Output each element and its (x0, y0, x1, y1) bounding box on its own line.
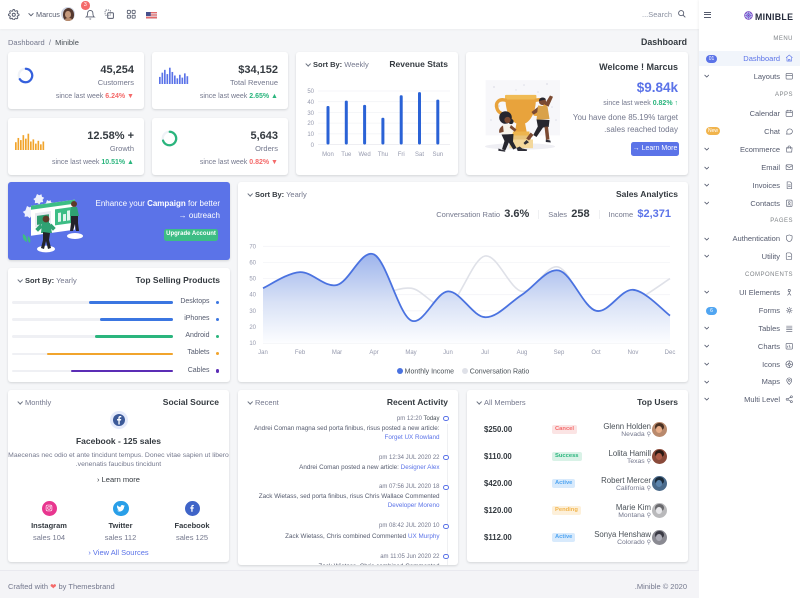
svg-text:50: 50 (307, 89, 314, 95)
svg-text:Jun: Jun (443, 350, 453, 356)
svg-text:Mar: Mar (332, 350, 342, 356)
svg-text:Sep: Sep (554, 350, 565, 356)
svg-text:Tue: Tue (341, 152, 352, 158)
svg-text:Jul: Jul (481, 350, 489, 356)
svg-text:Dec: Dec (665, 350, 676, 356)
svg-text:10: 10 (307, 132, 314, 138)
svg-text:60: 60 (249, 261, 256, 267)
svg-text:May: May (405, 350, 416, 356)
svg-text:0: 0 (311, 143, 315, 149)
svg-text:Oct: Oct (591, 350, 601, 356)
svg-text:30: 30 (307, 111, 314, 117)
svg-text:Jan: Jan (258, 350, 268, 356)
svg-text:20: 20 (249, 325, 256, 331)
svg-text:Feb: Feb (295, 350, 306, 356)
svg-text:Sat: Sat (415, 152, 424, 158)
svg-text:Thu: Thu (378, 152, 388, 158)
svg-text:Nov: Nov (628, 350, 639, 356)
svg-text:30: 30 (249, 309, 256, 315)
svg-text:20: 20 (307, 121, 314, 127)
svg-text:Sun: Sun (432, 152, 443, 158)
svg-text:Mon: Mon (322, 152, 334, 158)
svg-text:50: 50 (249, 277, 256, 283)
svg-text:Aug: Aug (517, 350, 528, 356)
svg-text:40: 40 (307, 100, 314, 106)
svg-text:Apr: Apr (369, 350, 378, 356)
svg-text:40: 40 (249, 293, 256, 299)
svg-text:10: 10 (249, 341, 256, 347)
svg-text:Fri: Fri (398, 152, 405, 158)
svg-text:Wed: Wed (358, 152, 370, 158)
svg-text:70: 70 (249, 244, 256, 250)
